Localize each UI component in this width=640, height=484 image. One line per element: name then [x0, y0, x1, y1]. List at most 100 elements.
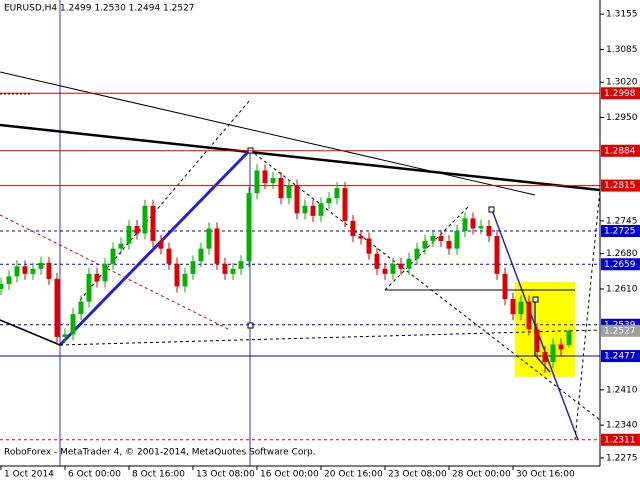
- level-label: 1.2659: [604, 260, 636, 270]
- candle-body: [462, 218, 468, 231]
- candle-body: [198, 248, 204, 262]
- candle-body: [110, 248, 116, 264]
- candle-body: [326, 198, 332, 204]
- candle-body: [358, 236, 364, 239]
- candle-body: [366, 238, 372, 254]
- candle-body: [86, 273, 92, 302]
- candle-body: [534, 329, 540, 353]
- candle-body: [214, 228, 220, 264]
- level-label-box: [601, 433, 640, 446]
- candle-body: [510, 299, 516, 315]
- candle-body: [262, 170, 268, 184]
- candle-body: [166, 248, 172, 264]
- candle-body: [278, 178, 284, 199]
- candle-body: [246, 193, 252, 262]
- candle-body: [294, 185, 300, 214]
- candle-body: [70, 314, 76, 335]
- x-tick-label: 23 Oct 08:00: [388, 470, 447, 480]
- anchor-point: [247, 322, 254, 329]
- candle-body: [414, 248, 420, 259]
- candle-body: [270, 178, 276, 184]
- level-label-box: [601, 144, 640, 157]
- trend-line: [0, 123, 601, 192]
- candle-body: [134, 225, 140, 234]
- candle-body: [286, 185, 292, 199]
- candle-body: [558, 344, 564, 350]
- candle-body: [478, 225, 484, 229]
- candle-body: [526, 301, 532, 330]
- y-tick-label: 1.2275: [606, 453, 638, 463]
- candle-body: [438, 236, 444, 242]
- candle-body: [14, 266, 20, 277]
- candle-body: [390, 263, 396, 274]
- y-tick-label: 1.2680: [606, 249, 638, 259]
- candle-body: [382, 268, 388, 274]
- wave-line: [0, 319, 61, 346]
- level-label: 1.2725: [604, 226, 636, 236]
- channel-line: [79, 99, 251, 301]
- level-label-box: [601, 87, 640, 100]
- candle-body: [254, 170, 260, 194]
- candle-body: [142, 205, 148, 234]
- anchor-point: [488, 206, 495, 213]
- level-label-box: [601, 350, 640, 363]
- x-tick-label: 8 Oct 16:00: [132, 470, 185, 480]
- candle-body: [46, 262, 52, 279]
- level-label: 1.2815: [604, 181, 636, 191]
- y-tick-label: 1.2410: [606, 385, 638, 395]
- channel-line: [59, 329, 601, 346]
- x-tick-label: 28 Oct 00:00: [452, 470, 511, 480]
- candle-body: [430, 236, 436, 242]
- candle-body: [454, 230, 460, 249]
- y-tick-label: 1.3020: [606, 78, 638, 88]
- x-tick-label: 30 Oct 16:00: [516, 470, 575, 480]
- candle-body: [566, 330, 572, 345]
- candle-body: [22, 266, 28, 274]
- trend-line: [0, 71, 536, 196]
- candle-body: [518, 301, 524, 315]
- level-label-box: [601, 258, 640, 271]
- y-tick-label: 1.2950: [606, 113, 638, 123]
- x-tick-label: 16 Oct 00:00: [260, 470, 319, 480]
- candle-body: [62, 334, 68, 337]
- candle-body: [302, 205, 308, 214]
- candle-body: [318, 203, 324, 216]
- candle-body: [374, 253, 380, 269]
- candle-body: [550, 344, 556, 363]
- candle-body: [158, 241, 164, 249]
- candle-body: [102, 263, 108, 282]
- level-label: 1.2527: [604, 326, 636, 336]
- candle-body: [502, 273, 508, 300]
- candle-body: [118, 243, 124, 249]
- candle-body: [38, 262, 44, 269]
- level-label-box: [601, 179, 640, 192]
- candle-body: [486, 225, 492, 237]
- y-tick-label: 1.2340: [606, 421, 638, 431]
- y-tick-label: 1.2745: [606, 216, 638, 226]
- footer: RoboForex - MetaTrader 4, © 2001-2014, M…: [4, 448, 316, 458]
- candle-body: [78, 301, 84, 315]
- level-label: 1.2311: [604, 435, 636, 445]
- level-label: 1.2884: [604, 146, 636, 156]
- y-tick-label: 1.3155: [606, 10, 638, 20]
- analysis-drawings: [0, 0, 601, 466]
- candle-body: [310, 205, 316, 216]
- candle-body: [230, 268, 236, 274]
- candle-body: [54, 278, 60, 337]
- candle-body: [30, 268, 36, 274]
- candle-body: [206, 228, 212, 249]
- channel-line: [249, 149, 601, 421]
- candle-body: [126, 225, 132, 244]
- candle-body: [446, 241, 452, 249]
- plot: [0, 92, 600, 441]
- x-tick-label: 13 Oct 08:00: [196, 470, 255, 480]
- candle-body: [398, 263, 404, 269]
- anchor-point: [532, 296, 539, 303]
- y-tick-label: 1.3085: [606, 45, 638, 55]
- candle-body: [174, 263, 180, 287]
- channel-line: [0, 214, 231, 331]
- candle-body: [222, 263, 228, 274]
- y-tick-label: 1.2610: [606, 284, 638, 294]
